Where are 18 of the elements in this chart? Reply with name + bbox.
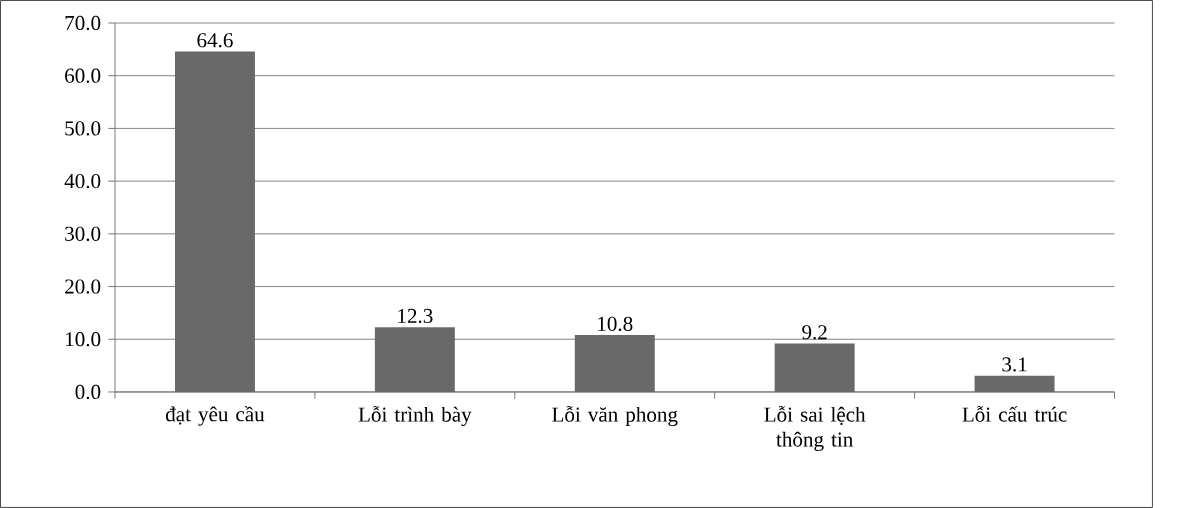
y-tick-label: 10.0 [66, 332, 101, 347]
y-tick-label: 0.0 [75, 384, 101, 400]
y-tick-label: 50.0 [65, 121, 101, 136]
y-tick-label: 30.0 [65, 226, 101, 242]
x-tick-label: Lỗi cấu trúc [962, 405, 1067, 422]
data-label: 3.1 [1002, 357, 1027, 372]
data-label: 9.2 [802, 325, 827, 340]
x-tick-label: đạt yêu cầu [165, 405, 265, 426]
data-label: 64.6 [197, 33, 233, 48]
y-tick-label: 60.0 [65, 68, 101, 83]
data-label: 12.3 [398, 308, 433, 324]
x-tick-label: Lỗi văn phong [552, 405, 678, 427]
x-tick-label: Lỗi sai lệch thông tin [764, 405, 866, 452]
x-tick-label: Lỗi trình bày [358, 405, 472, 427]
data-label: 10.8 [598, 316, 633, 332]
y-tick-label: 40.0 [64, 174, 101, 189]
y-tick-label: 20.0 [65, 279, 101, 294]
y-tick-label: 70.0 [65, 15, 101, 31]
